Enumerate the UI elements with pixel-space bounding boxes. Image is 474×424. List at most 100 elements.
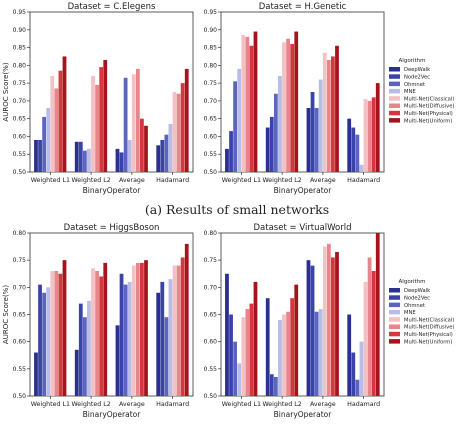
y-tick-label: 0.75 <box>13 257 27 264</box>
legend-item: Node2Vec <box>404 75 430 81</box>
bar-deepwalk <box>265 298 270 396</box>
bar-multi-net-physical <box>99 276 104 396</box>
bar-multi-net-physical <box>249 45 254 172</box>
legend-swatch <box>389 309 400 315</box>
y-tick-label: 0.60 <box>204 133 218 140</box>
bar-multi-net-classical <box>282 42 286 172</box>
bar-multi-net-classical <box>91 268 95 396</box>
bar-ohmnet <box>123 284 128 396</box>
legend-item: Multi-Net(Physical) <box>404 332 453 338</box>
bar-mne <box>278 76 282 172</box>
bar-deepwalk <box>115 325 120 396</box>
bar-node2vec <box>269 374 274 396</box>
x-tick-label: Average <box>310 177 336 184</box>
bar-deepwalk <box>34 140 38 172</box>
bar-multi-net-physical <box>140 262 144 396</box>
bar-multi-net-physical <box>58 70 63 172</box>
bar-node2vec <box>160 281 165 396</box>
y-tick-label: 0.75 <box>204 257 218 264</box>
legend-swatch <box>389 96 400 101</box>
bar-multi-net-physical <box>371 97 376 172</box>
bar-multi-net-classical <box>50 76 55 172</box>
y-tick-label: 0.60 <box>13 339 27 346</box>
bar-multi-net-physical <box>331 257 335 396</box>
bar-node2vec <box>160 140 165 172</box>
bar-multi-net-diffusive <box>54 271 59 396</box>
plot-frame <box>29 11 194 173</box>
y-tick-label: 0.65 <box>13 312 27 319</box>
bar-mne <box>359 341 364 396</box>
chart-panel-3: Dataset = HiggsBoson 0.50 0.55 0.60 0.65 0.70… <box>2 223 194 419</box>
y-tick-label: 0.80 <box>13 230 27 237</box>
legend-item: Node2Vec <box>404 296 430 302</box>
y-tick-label: 0.50 <box>204 393 218 400</box>
bar-multi-net-uniform <box>335 252 339 396</box>
legend-title: Algorithm <box>399 58 426 64</box>
legend-swatch <box>389 110 400 116</box>
legend-item: Multi-Net(Physical) <box>404 111 453 117</box>
bar-multi-net-diffusive <box>95 271 99 396</box>
y-tick-label: 0.50 <box>13 169 27 176</box>
bar-mne <box>359 164 364 172</box>
bar-node2vec <box>351 127 356 172</box>
y-tick-label: 0.55 <box>13 366 27 373</box>
bar-multi-net-classical <box>363 99 368 172</box>
y-tick-label: 0.70 <box>204 98 218 105</box>
bar-multi-net-physical <box>249 303 254 396</box>
bar-deepwalk <box>225 148 229 172</box>
bar-multi-net-classical <box>131 74 136 172</box>
x-axis-label: BinaryOperator <box>83 186 142 195</box>
bar-mne <box>237 363 242 396</box>
figure-caption: (a) Results of small networks <box>145 202 329 217</box>
bar-deepwalk <box>347 314 352 396</box>
legend-1: AlgorithmDeepWalkNode2VecOhmnetMNEMulti-… <box>389 58 454 124</box>
bar-multi-net-physical <box>290 298 295 396</box>
bar-deepwalk <box>156 292 161 396</box>
bar-mne <box>127 140 132 172</box>
bar-deepwalk <box>306 260 311 396</box>
bar-multi-net-diffusive <box>367 100 372 172</box>
bar-multi-net-uniform <box>294 284 299 396</box>
bar-multi-net-diffusive <box>326 60 331 172</box>
legend-item: Multi-Net(Diffusive) <box>404 104 454 110</box>
chart-panel-1: Dataset = C.Elegens 0.50 0.55 0.60 0.65 0.70 0… <box>2 2 194 195</box>
bar-ohmnet <box>164 134 169 172</box>
chart-title: Dataset = C.Elegens <box>68 2 156 12</box>
bar-ohmnet <box>42 292 47 396</box>
legend-item: Multi-Net(Uniform) <box>404 339 452 345</box>
bar-ohmnet <box>82 317 87 396</box>
bar-multi-net-classical <box>363 281 368 396</box>
bar-mne <box>318 79 323 172</box>
y-tick-label: 0.85 <box>204 45 218 52</box>
bar-deepwalk <box>225 273 229 396</box>
y-tick-label: 0.65 <box>204 312 218 319</box>
bar-node2vec <box>78 141 83 172</box>
bar-deepwalk <box>74 141 79 172</box>
chart-title: Dataset = HiggsBoson <box>64 223 160 233</box>
y-tick-label: 0.85 <box>13 45 27 52</box>
bar-ohmnet <box>314 311 319 396</box>
bar-multi-net-diffusive <box>286 311 290 396</box>
legend-swatch <box>389 288 400 293</box>
bar-multi-net-diffusive <box>135 262 140 396</box>
y-tick-label: 0.55 <box>204 366 218 373</box>
legend-swatch <box>389 324 400 329</box>
x-tick-label: Weighted L1 <box>31 401 70 408</box>
plot-frame <box>220 11 385 173</box>
bar-multi-net-uniform <box>184 243 189 396</box>
x-tick-label: Weighted L1 <box>222 177 261 184</box>
bar-deepwalk <box>347 118 352 172</box>
bar-ohmnet <box>82 150 87 172</box>
x-tick-label: Hadamard <box>156 177 189 184</box>
bar-multi-net-uniform <box>62 56 67 172</box>
bar-multi-net-uniform <box>375 233 380 396</box>
bar-multi-net-uniform <box>144 260 148 396</box>
x-tick-label: Weighted L2 <box>262 401 301 408</box>
x-tick-label: Weighted L1 <box>222 401 261 408</box>
bar-node2vec <box>229 314 233 396</box>
bar-multi-net-physical <box>140 118 144 172</box>
bar-multi-net-classical <box>172 265 177 396</box>
bar-deepwalk <box>115 148 120 172</box>
y-tick-label: 0.50 <box>13 393 27 400</box>
